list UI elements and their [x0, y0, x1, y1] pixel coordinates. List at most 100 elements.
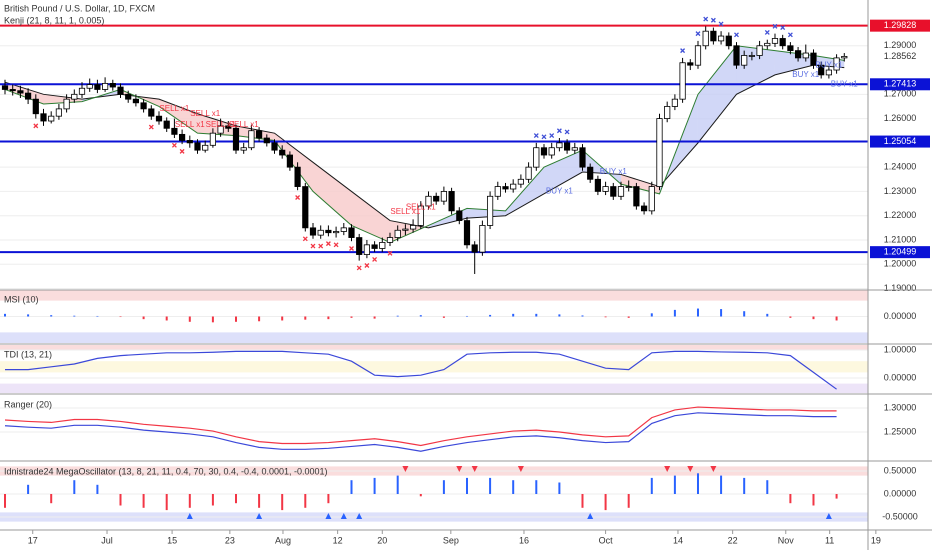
ribbon-fill	[697, 45, 737, 143]
x-tick-label: 17	[28, 535, 38, 545]
histogram-bar	[211, 316, 214, 323]
signal-cross	[295, 195, 301, 200]
histogram-bar	[419, 315, 422, 317]
candle-body	[171, 127, 178, 135]
candle-body	[540, 147, 548, 156]
candle-body	[148, 108, 155, 117]
histogram-bar	[789, 494, 792, 504]
candle-body	[55, 108, 62, 117]
candle-body	[63, 98, 70, 110]
y-tick-label: 1.23000	[884, 186, 917, 196]
indicator-line	[4, 412, 837, 452]
candle-body	[125, 93, 132, 100]
signal-cross	[148, 124, 154, 130]
candle-body	[294, 166, 301, 187]
candle-body	[309, 227, 317, 236]
histogram-bar	[442, 480, 445, 495]
annotation: SELL x1	[406, 202, 436, 211]
annotation: SELL x1	[159, 104, 189, 113]
histogram-bar	[211, 494, 214, 506]
indicator-line	[5, 350, 837, 390]
sell-signal	[664, 466, 671, 472]
buy-signal	[825, 513, 832, 519]
signal-cross	[680, 48, 686, 54]
x-tick-label: Jul	[101, 535, 113, 545]
signal-cross	[349, 246, 354, 251]
x-tick-label: Nov	[778, 535, 795, 545]
signal-cross	[780, 25, 786, 31]
candle-body	[748, 55, 755, 57]
y-tick-label: 1.30000	[884, 402, 917, 412]
candle-body	[579, 147, 586, 168]
histogram-bar	[812, 316, 815, 320]
chart-title: British Pound / U.S. Dollar, 1D, FXCM	[4, 3, 155, 13]
level-label-box	[870, 246, 930, 259]
candle-body	[625, 186, 632, 188]
histogram-bar	[396, 475, 399, 495]
candle-body	[225, 125, 232, 129]
candle-body	[818, 64, 825, 76]
x-tick-label: Oct	[599, 535, 614, 545]
histogram-bar	[419, 494, 422, 497]
candle-body	[163, 120, 170, 129]
histogram-bar	[4, 313, 7, 317]
ribbon-fill	[543, 150, 583, 194]
y-tick-label: 1.26000	[884, 113, 917, 123]
candle-body	[17, 90, 24, 94]
candle-body	[733, 45, 740, 66]
signal-cross	[556, 128, 562, 134]
panel-title: Ranger (20)	[4, 399, 52, 409]
histogram-bar	[50, 315, 53, 317]
histogram-bar	[673, 475, 676, 495]
candle-body	[302, 186, 309, 229]
histogram-bar	[4, 494, 7, 508]
candle-body	[841, 55, 848, 59]
histogram-bar	[673, 309, 676, 317]
candle-body	[117, 86, 124, 95]
histogram-bar	[720, 309, 723, 317]
candle-body	[694, 45, 702, 66]
signal-cross	[718, 21, 724, 27]
candle-body	[587, 166, 594, 180]
signal-cross	[33, 123, 39, 129]
histogram-bar	[743, 477, 746, 495]
histogram-bar	[327, 316, 330, 320]
candle-body	[256, 130, 263, 139]
signal-cross	[356, 265, 362, 271]
candle-body	[779, 38, 786, 47]
candle-body	[194, 142, 201, 151]
ribbon-fill	[235, 125, 275, 141]
annotation: BUY x1	[546, 187, 574, 196]
candle-body	[741, 55, 748, 66]
candle-body	[102, 82, 109, 90]
candle-body	[202, 144, 209, 151]
x-tick-label: 12	[333, 535, 343, 545]
candle-body	[78, 87, 86, 95]
x-tick-label: 11	[825, 535, 834, 545]
candle-body	[679, 62, 686, 100]
histogram-bar	[188, 494, 191, 508]
histogram-bar	[812, 494, 815, 506]
histogram-bar	[465, 477, 468, 495]
histogram-bar	[281, 316, 284, 321]
candle-body	[356, 237, 363, 255]
candle-body	[771, 38, 779, 44]
histogram-bar	[50, 494, 53, 504]
candle-body	[617, 186, 625, 197]
ribbon-fill	[43, 94, 83, 105]
candle-body	[263, 137, 270, 144]
histogram-bar	[835, 316, 838, 321]
histogram-bar	[96, 315, 99, 317]
candle-body	[394, 229, 401, 238]
ribbon-fill	[466, 208, 506, 219]
candle-body	[510, 183, 517, 190]
ribbon-line	[4, 64, 845, 229]
histogram-bar	[581, 494, 584, 508]
candle-body	[1, 85, 9, 90]
signal-cross	[364, 263, 370, 268]
candle-body	[402, 228, 409, 231]
candle-body	[333, 231, 340, 234]
candle-body	[440, 191, 447, 202]
sell-signal	[517, 466, 524, 472]
candle-body	[571, 147, 578, 151]
